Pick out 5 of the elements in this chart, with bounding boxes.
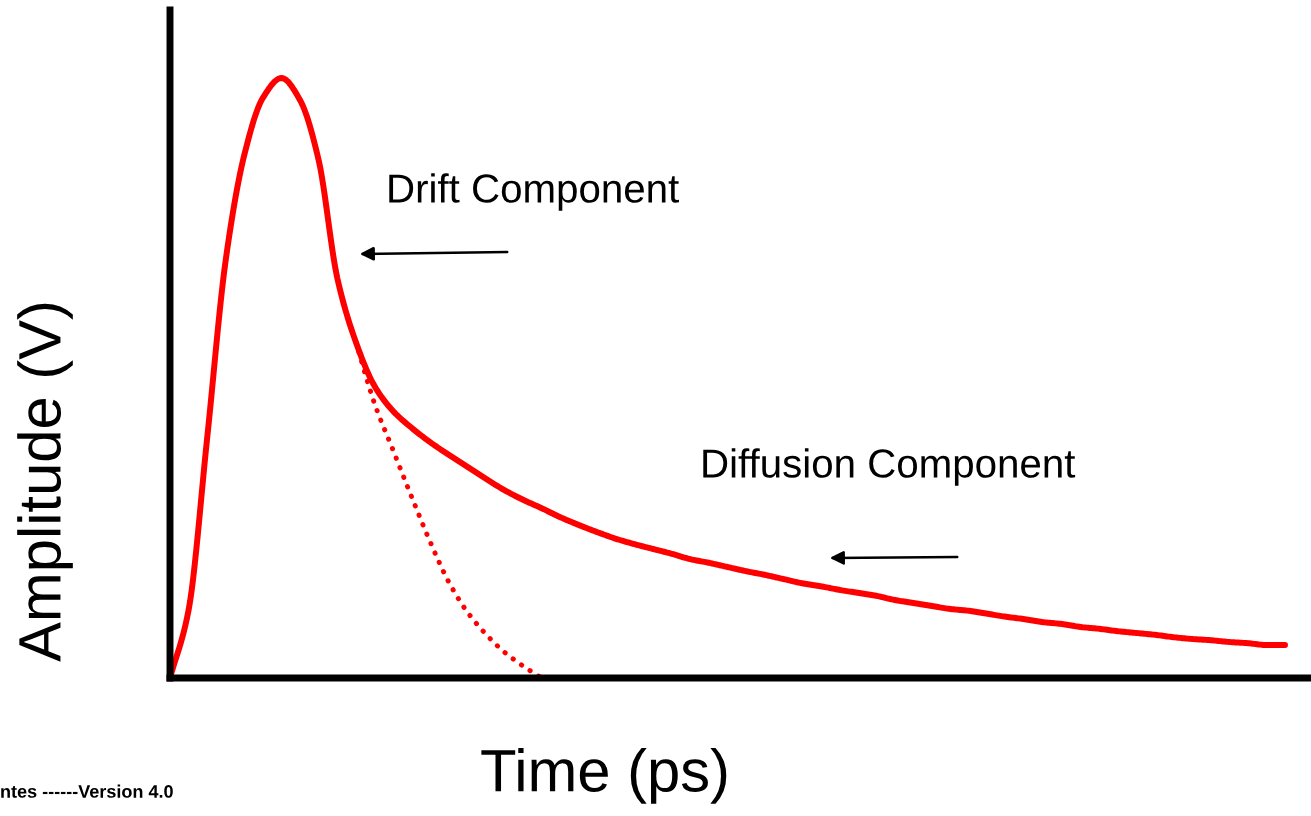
- annotation: Drift Component: [389, 173, 679, 211]
- x-axis-title: Time (ps): [481, 748, 727, 804]
- y-axis-title: Amplitude (V): [17, 303, 73, 662]
- text: ntes ------Version 4.0: [1, 784, 173, 798]
- annotation: Diffusion Component: [703, 448, 1076, 486]
